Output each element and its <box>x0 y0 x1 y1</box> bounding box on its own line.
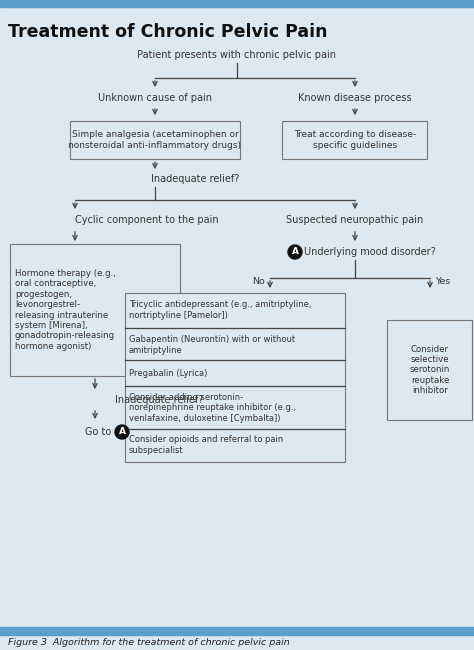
Bar <box>0 0 474 7</box>
Text: Cyclic component to the pain: Cyclic component to the pain <box>75 215 219 225</box>
Bar <box>70 121 240 159</box>
Bar <box>10 244 180 376</box>
Circle shape <box>288 245 302 259</box>
Text: Yes: Yes <box>435 278 450 287</box>
Text: Unknown cause of pain: Unknown cause of pain <box>98 93 212 103</box>
Text: Go to: Go to <box>85 427 111 437</box>
Text: Consider opioids and referral to pain
subspecialist: Consider opioids and referral to pain su… <box>129 436 283 455</box>
Bar <box>283 121 428 159</box>
Text: Suspected neuropathic pain: Suspected neuropathic pain <box>286 215 424 225</box>
Circle shape <box>115 425 129 439</box>
Text: Known disease process: Known disease process <box>298 93 412 103</box>
Text: Gabapentin (Neurontin) with or without
amitriptyline: Gabapentin (Neurontin) with or without a… <box>129 335 295 355</box>
Text: Consider adding serotonin-
norepinephrine reuptake inhibitor (e.g.,
venlafaxine,: Consider adding serotonin- norepinephrin… <box>129 393 296 423</box>
Text: Hormone therapy (e.g.,
oral contraceptive,
progestogen,
levonorgestrel-
releasin: Hormone therapy (e.g., oral contraceptiv… <box>15 269 116 351</box>
Text: Underlying mood disorder?: Underlying mood disorder? <box>304 247 436 257</box>
Bar <box>0 627 474 635</box>
Bar <box>125 293 345 462</box>
Text: Treat according to disease-
specific guidelines: Treat according to disease- specific gui… <box>294 130 416 150</box>
Text: Tricyclic antidepressant (e.g., amitriptyline,
nortriptyline [Pamelor]): Tricyclic antidepressant (e.g., amitript… <box>129 300 311 320</box>
Text: Treatment of Chronic Pelvic Pain: Treatment of Chronic Pelvic Pain <box>8 23 328 41</box>
Text: Consider
selective
serotonin
reuptake
inhibitor: Consider selective serotonin reuptake in… <box>410 344 450 395</box>
Text: No: No <box>252 278 265 287</box>
Text: A: A <box>292 248 299 257</box>
Text: Inadequate relief?: Inadequate relief? <box>151 174 239 184</box>
Bar <box>388 320 473 420</box>
Text: Simple analgesia (acetaminophen or
nonsteroidal anti-inflammatory drugs): Simple analgesia (acetaminophen or nonst… <box>69 130 241 150</box>
Text: Figure 3  Algorithm for the treatment of chronic pelvic pain: Figure 3 Algorithm for the treatment of … <box>8 638 290 647</box>
Text: A: A <box>118 428 126 437</box>
Text: Patient presents with chronic pelvic pain: Patient presents with chronic pelvic pai… <box>137 50 337 60</box>
Text: Pregabalin (Lyrica): Pregabalin (Lyrica) <box>129 369 207 378</box>
Text: Inadequate relief?: Inadequate relief? <box>115 395 203 405</box>
